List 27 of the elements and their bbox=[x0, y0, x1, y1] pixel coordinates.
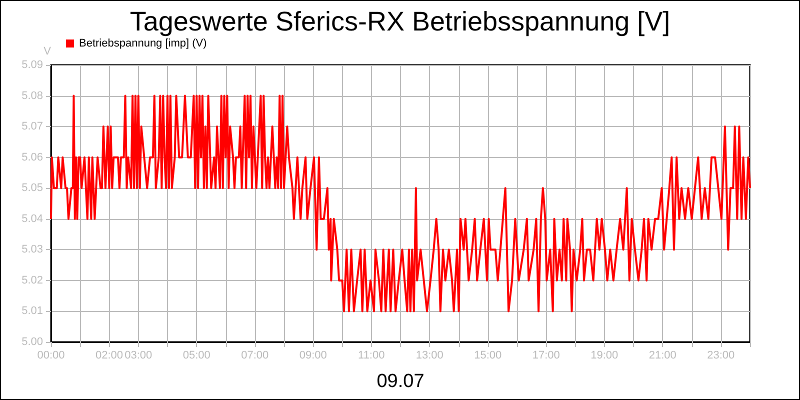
x-tick-label: 15:00 bbox=[474, 350, 502, 362]
x-tick-label: 21:00 bbox=[648, 350, 676, 362]
y-tick-label: 5.08 bbox=[22, 90, 43, 102]
y-tick-label: 5.05 bbox=[22, 182, 43, 194]
x-tick-label: 07:00 bbox=[241, 350, 269, 362]
y-tick-label: 5.02 bbox=[22, 274, 43, 286]
y-tick-label: 5.01 bbox=[22, 305, 43, 318]
y-tick-label: 5.04 bbox=[22, 212, 43, 225]
x-tick-label: 13:00 bbox=[416, 350, 444, 362]
y-tick-label: 5.07 bbox=[22, 120, 43, 133]
y-tick-label: 5.03 bbox=[22, 244, 43, 256]
legend-label: Betriebspannung [imp] (V) bbox=[79, 38, 207, 50]
x-tick-label: 11:00 bbox=[358, 350, 385, 362]
x-tick-label: 02:00 bbox=[95, 350, 124, 362]
x-tick-label: 03:00 bbox=[124, 350, 152, 362]
y-tick-label: 5.00 bbox=[22, 336, 43, 348]
x-tick-label: 09:00 bbox=[299, 350, 327, 362]
y-tick-label: 5.06 bbox=[22, 151, 43, 164]
y-axis-title: V bbox=[44, 46, 52, 58]
x-tick-label: 23:00 bbox=[707, 350, 735, 362]
x-tick-label: 05:00 bbox=[182, 350, 210, 362]
x-axis-title: 09.07 bbox=[376, 371, 424, 392]
x-tick-label: 00:00 bbox=[37, 350, 65, 362]
y-tick-label: 5.09 bbox=[22, 59, 43, 71]
chart-title: Tageswerte Sferics-RX Betriebsspannung [V] bbox=[130, 6, 670, 36]
x-tick-label: 17:00 bbox=[532, 350, 560, 362]
x-tick-label: 19:00 bbox=[590, 350, 618, 362]
